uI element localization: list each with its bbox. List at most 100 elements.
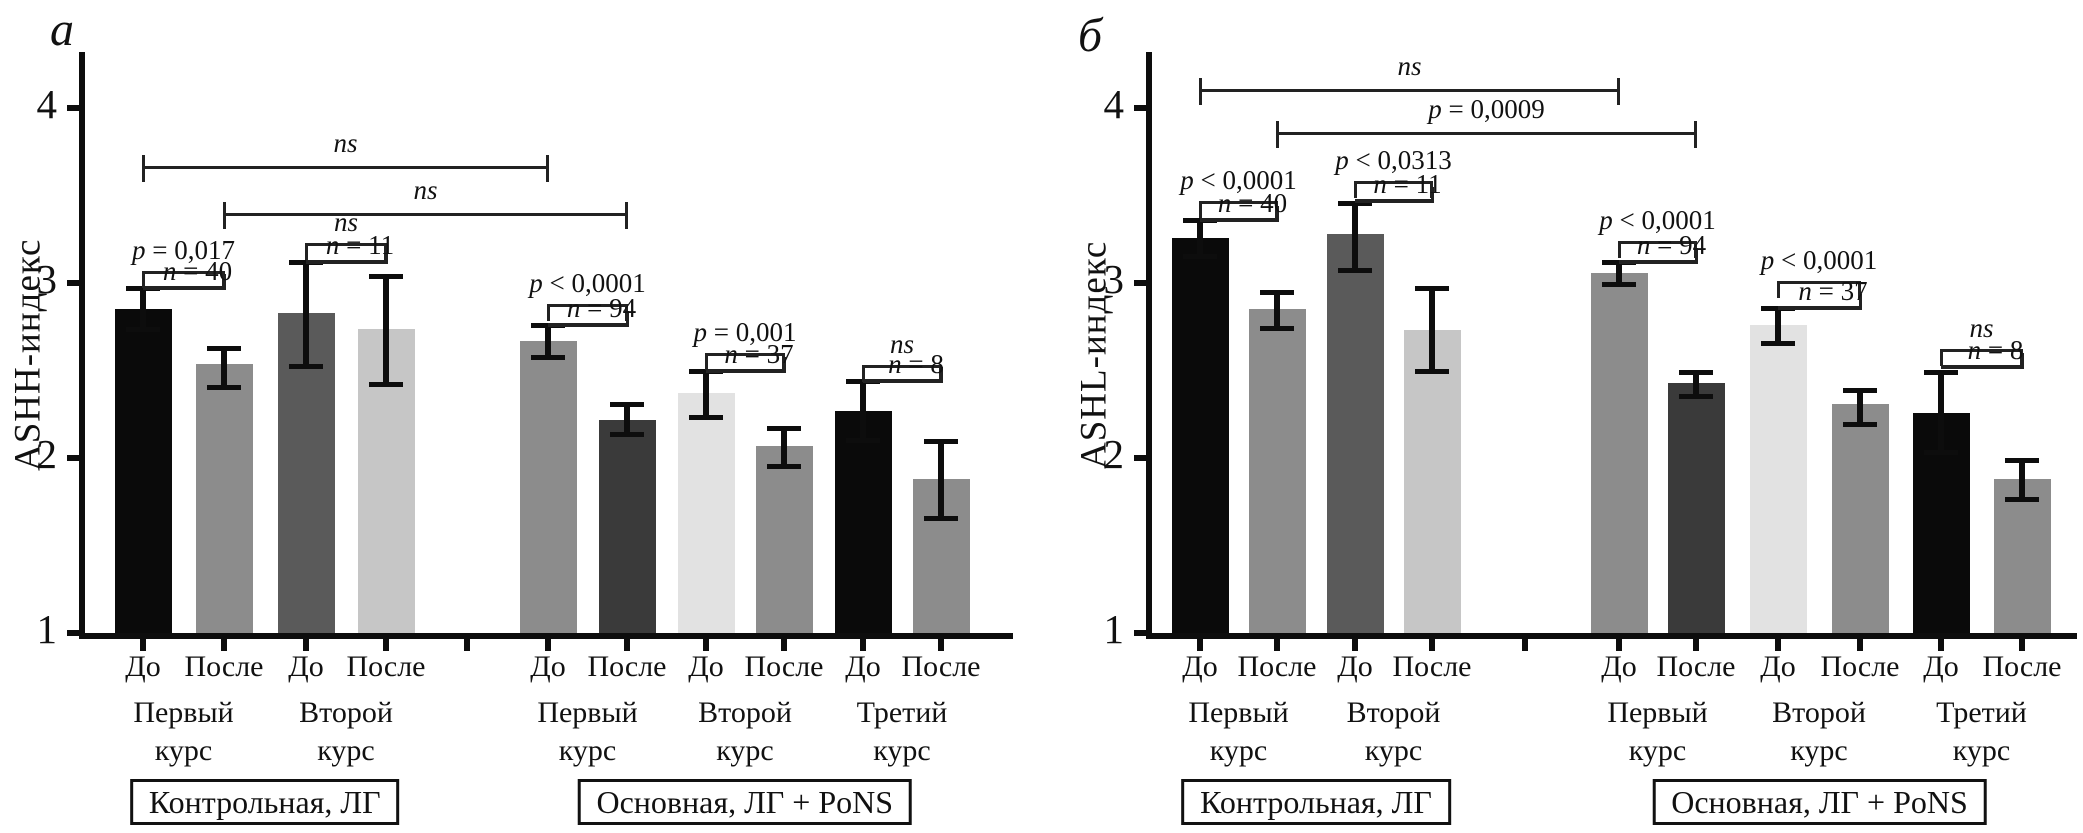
significance-bracket xyxy=(143,270,224,274)
course-label: Первый курс xyxy=(133,696,234,767)
significance-label: p < 0,0313 xyxy=(1335,145,1452,176)
error-bar-line xyxy=(781,428,787,467)
bar-до-8 xyxy=(834,410,892,633)
phase-label: До xyxy=(1182,650,1218,683)
course-label: Второй курс xyxy=(1772,696,1866,767)
arm-box: Контрольная, ЛГ xyxy=(1181,779,1451,825)
bracket-end-tick xyxy=(223,201,226,229)
significance-label: p < 0,0001 xyxy=(1760,245,1878,275)
bracket-end-tick xyxy=(142,154,145,182)
phase-label: После xyxy=(184,650,264,683)
error-bar-cap-bottom xyxy=(1924,449,1958,455)
bar-до-0 xyxy=(1171,237,1229,633)
error-bar-cap-bottom xyxy=(126,327,160,333)
n-count-label: n = 94 xyxy=(1636,230,1707,260)
n-count-end-tick xyxy=(385,248,388,262)
y-axis-tick-label: 2 xyxy=(36,431,58,477)
significance-bracket xyxy=(863,365,941,368)
x-axis-tick xyxy=(383,639,389,651)
error-bar-line xyxy=(1857,389,1863,425)
error-bar-cap-top xyxy=(767,426,801,432)
significance-label: p = 0,0009 xyxy=(1428,94,1545,125)
n-count-end-tick xyxy=(1276,206,1279,220)
y-axis-tick-label: 2 xyxy=(1103,431,1125,477)
error-bar-cap-top xyxy=(1260,289,1294,295)
course-label: Второй курс xyxy=(1346,696,1441,767)
phase-label: До xyxy=(1760,650,1796,683)
panel-a-label: a xyxy=(50,3,74,56)
error-bar-line xyxy=(1775,307,1781,345)
x-axis-line xyxy=(1146,633,2077,639)
bracket-end-tick xyxy=(305,242,308,260)
n-count-end-tick xyxy=(223,274,226,289)
significance-bracket xyxy=(1619,240,1696,244)
error-bar-cap-bottom xyxy=(1843,421,1877,427)
course-label: Второй курс xyxy=(299,696,393,767)
course-label: Первый курс xyxy=(1188,696,1289,767)
x-axis-tick-gap xyxy=(1522,639,1528,651)
phase-label: После xyxy=(346,650,426,683)
panel-b-label: б xyxy=(1078,9,1103,62)
error-bar-line xyxy=(545,325,551,359)
significance-label: ns xyxy=(1969,313,1994,344)
significance-label: ns xyxy=(413,174,438,205)
n-count-line xyxy=(863,379,943,383)
n-count-label: n = 40 xyxy=(1217,188,1288,218)
course-label: Второй курс xyxy=(698,696,792,767)
y-axis-tick xyxy=(67,105,79,111)
bar-до-4 xyxy=(1590,272,1648,633)
significance-bracket xyxy=(1200,88,1619,92)
bracket-end-tick xyxy=(1777,281,1780,298)
phase-label: После xyxy=(901,650,981,683)
y-axis-line xyxy=(1146,52,1152,639)
y-axis-tick-label: 3 xyxy=(36,256,58,302)
significance-label: p = 0,001 xyxy=(693,316,797,347)
arm-box: Основная, ЛГ + PoNS xyxy=(1652,779,1987,825)
significance-label: p = 0,017 xyxy=(132,234,235,265)
y-axis-tick xyxy=(67,455,79,461)
y-axis-tick xyxy=(67,630,79,636)
error-bar-cap-top xyxy=(207,345,241,351)
x-axis-tick xyxy=(1775,639,1781,651)
error-bar-cap-top xyxy=(1679,370,1713,376)
error-bar-cap-bottom xyxy=(369,381,403,387)
error-bar-cap-bottom xyxy=(1183,253,1217,259)
n-count-label: n = 11 xyxy=(325,230,395,260)
n-count-label: n = 8 xyxy=(1967,335,2024,365)
bracket-end-tick xyxy=(1199,200,1202,218)
n-count-line xyxy=(1355,198,1434,203)
error-bar-cap-bottom xyxy=(610,432,644,438)
y-axis-tick xyxy=(67,280,79,286)
bracket-end-tick xyxy=(862,365,865,382)
y-axis-tick xyxy=(1134,105,1146,111)
error-bar-line xyxy=(624,403,630,436)
bar-до-4 xyxy=(519,340,577,633)
significance-label: p < 0,0001 xyxy=(529,267,646,298)
bracket-end-tick xyxy=(1694,121,1697,149)
error-bar-line xyxy=(1197,220,1203,257)
y-axis-tick xyxy=(1134,630,1146,636)
error-bar-line xyxy=(221,347,227,388)
y-axis-tick-label: 4 xyxy=(36,81,58,127)
bar-после-1 xyxy=(195,363,253,633)
significance-bracket xyxy=(1277,132,1696,136)
n-count-end-tick xyxy=(626,311,629,325)
n-count-line xyxy=(1778,305,1862,310)
error-bar-line xyxy=(383,276,389,385)
error-bar-cap-bottom xyxy=(767,463,801,469)
course-label: Первый курс xyxy=(1607,696,1708,767)
phase-label: После xyxy=(1820,650,1900,683)
bar-после-9 xyxy=(1993,479,2051,633)
bracket-end-tick xyxy=(1940,349,1943,367)
error-bar-cap-bottom xyxy=(1260,325,1294,331)
error-bar-cap-bottom xyxy=(846,437,880,443)
x-axis-tick xyxy=(1274,639,1280,651)
bracket-end-tick xyxy=(1618,240,1621,258)
bracket-end-tick xyxy=(142,270,145,288)
n-count-line xyxy=(706,368,786,373)
y-axis-tick xyxy=(1134,455,1146,461)
